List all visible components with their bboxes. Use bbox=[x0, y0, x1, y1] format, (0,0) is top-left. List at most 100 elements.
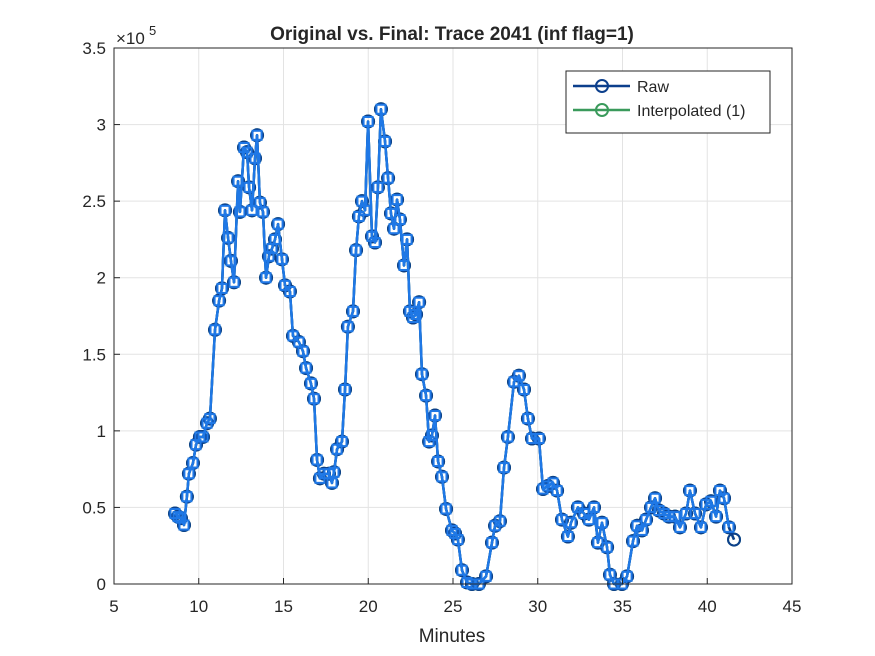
data-marker bbox=[416, 368, 428, 380]
data-marker bbox=[326, 477, 338, 489]
legend-label: Raw bbox=[637, 79, 669, 96]
data-marker bbox=[394, 214, 406, 226]
series-line bbox=[174, 108, 731, 586]
data-marker bbox=[588, 501, 600, 513]
data-marker bbox=[572, 501, 584, 513]
data-marker bbox=[563, 515, 578, 530]
data-marker bbox=[195, 429, 210, 444]
data-marker bbox=[305, 377, 317, 389]
data-marker bbox=[404, 305, 416, 317]
data-marker bbox=[562, 531, 574, 543]
y-tick-label: 2.5 bbox=[82, 192, 106, 211]
data-marker bbox=[178, 519, 190, 531]
x-tick-label: 35 bbox=[613, 597, 632, 616]
x-tick-label: 40 bbox=[698, 597, 717, 616]
data-marker bbox=[243, 181, 255, 193]
x-tick-label: 10 bbox=[189, 597, 208, 616]
y-tick-label: 3 bbox=[97, 116, 106, 135]
data-marker bbox=[222, 232, 234, 244]
x-tick-label: 20 bbox=[359, 597, 378, 616]
data-marker bbox=[522, 413, 534, 425]
x-tick-label: 5 bbox=[109, 597, 118, 616]
data-marker bbox=[228, 276, 240, 288]
data-marker bbox=[369, 236, 381, 248]
data-marker bbox=[649, 492, 661, 504]
y-multiplier-exponent: 5 bbox=[149, 23, 156, 38]
data-marker bbox=[372, 181, 384, 193]
data-marker bbox=[232, 175, 244, 187]
data-marker bbox=[284, 285, 296, 297]
data-marker bbox=[695, 521, 707, 533]
data-marker bbox=[526, 433, 538, 445]
data-marker bbox=[410, 308, 422, 320]
data-marker bbox=[502, 431, 514, 443]
data-marker bbox=[663, 511, 675, 523]
data-marker bbox=[209, 324, 221, 336]
data-marker bbox=[727, 532, 742, 547]
legend-marker bbox=[595, 103, 609, 117]
data-marker bbox=[560, 529, 575, 544]
data-marker bbox=[436, 471, 448, 483]
data-marker bbox=[297, 345, 309, 357]
data-marker bbox=[452, 534, 464, 546]
data-marker bbox=[401, 233, 413, 245]
x-axis-label: Minutes bbox=[419, 626, 486, 647]
data-marker bbox=[183, 468, 195, 480]
data-marker bbox=[225, 255, 237, 267]
data-marker bbox=[366, 230, 378, 242]
data-marker bbox=[175, 512, 187, 524]
legend: Raw Interpolated (1) bbox=[565, 70, 771, 134]
data-marker bbox=[385, 207, 397, 219]
data-marker bbox=[494, 515, 506, 527]
data-marker bbox=[347, 305, 359, 317]
data-marker bbox=[362, 116, 374, 128]
data-marker bbox=[689, 508, 701, 520]
data-marker bbox=[429, 410, 441, 422]
legend-marker bbox=[595, 79, 609, 93]
data-marker bbox=[426, 429, 438, 441]
data-marker bbox=[388, 223, 400, 235]
data-marker bbox=[398, 259, 410, 271]
data-marker bbox=[375, 103, 387, 115]
data-marker bbox=[339, 384, 351, 396]
data-marker bbox=[251, 129, 263, 141]
data-marker bbox=[718, 492, 730, 504]
x-tick-label: 25 bbox=[444, 597, 463, 616]
data-marker bbox=[705, 495, 717, 507]
data-marker bbox=[187, 457, 199, 469]
data-marker bbox=[336, 436, 348, 448]
data-marker bbox=[181, 491, 193, 503]
data-marker bbox=[342, 321, 354, 333]
data-marker bbox=[440, 503, 452, 515]
data-marker bbox=[391, 194, 403, 206]
data-marker bbox=[264, 241, 279, 256]
ticks: 5 10 15 20 25 30 35 40 45 0 0.5 1 1.5 2 2.5 3 3.5 bbox=[82, 39, 801, 616]
data-marker bbox=[513, 370, 525, 382]
data-marker bbox=[350, 244, 362, 256]
data-marker bbox=[413, 296, 425, 308]
data-marker bbox=[551, 485, 563, 497]
data-marker bbox=[379, 135, 391, 147]
data-marker bbox=[197, 431, 209, 443]
data-marker bbox=[216, 282, 228, 294]
data-marker bbox=[234, 206, 246, 218]
y-tick-label: 1.5 bbox=[82, 345, 106, 364]
plot bbox=[168, 102, 742, 591]
y-tick-label: 3.5 bbox=[82, 39, 106, 58]
data-marker bbox=[636, 524, 648, 536]
data-marker bbox=[710, 511, 722, 523]
data-marker bbox=[596, 517, 608, 529]
data-marker bbox=[486, 537, 498, 549]
x-tick-label: 45 bbox=[783, 597, 802, 616]
data-marker bbox=[456, 564, 468, 576]
data-marker bbox=[276, 253, 288, 265]
data-marker bbox=[328, 466, 340, 478]
data-marker bbox=[640, 514, 652, 526]
data-marker bbox=[669, 511, 681, 523]
data-marker bbox=[407, 312, 419, 324]
y-tick-label: 0.5 bbox=[82, 498, 106, 517]
data-marker bbox=[693, 520, 708, 535]
x-tick-label: 30 bbox=[528, 597, 547, 616]
data-marker bbox=[674, 521, 686, 533]
data-marker bbox=[420, 390, 432, 402]
